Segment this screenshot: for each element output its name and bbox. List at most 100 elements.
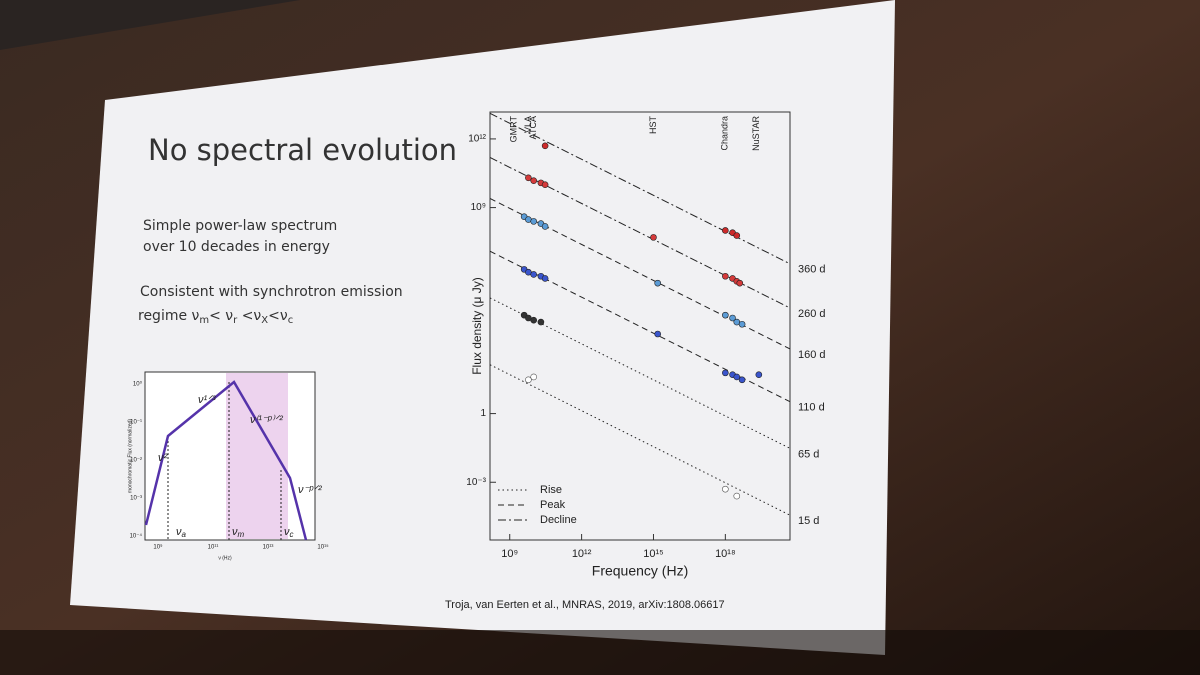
inset-y-tick: 10⁰ xyxy=(133,381,143,388)
inset-y-tick: 10⁻¹ xyxy=(130,420,142,426)
floor-shadow xyxy=(0,630,1200,675)
inset-x-tick: 10¹³ xyxy=(263,545,274,551)
data-point xyxy=(733,232,741,239)
epoch-label: 360 d xyxy=(798,264,826,276)
break-symbol: ν xyxy=(284,526,290,538)
legend-label: Peak xyxy=(540,499,566,511)
data-point xyxy=(541,275,549,282)
break-symbol: ν xyxy=(176,526,182,538)
data-point xyxy=(530,316,537,324)
slope-label: ν⁻ᵖᐟ² xyxy=(298,484,322,496)
instrument-label: HST xyxy=(648,115,658,134)
data-point xyxy=(736,279,744,287)
epoch-label: 65 d xyxy=(798,448,819,460)
inset-x-tick: 10¹⁵ xyxy=(317,544,329,551)
instrument-label: Chandra xyxy=(720,116,730,151)
y-tick-label: 10¹² xyxy=(468,134,486,145)
slope-label: ν⁽¹⁻ᵖ⁾ᐟ² xyxy=(250,414,283,426)
subscript: c xyxy=(288,315,294,326)
bullet: regime νm< νr <νX<νc xyxy=(138,308,293,326)
model-line xyxy=(490,364,790,516)
spectrum-line xyxy=(144,380,308,541)
inset-shade xyxy=(226,373,288,539)
data-point xyxy=(654,330,661,338)
x-tick-label: 10¹² xyxy=(572,548,592,560)
data-point xyxy=(530,218,537,225)
citation: Troja, van Eerten et al., MNRAS, 2019, a… xyxy=(445,599,725,611)
inset-y-tick: 10⁻³ xyxy=(130,496,142,502)
data-point xyxy=(722,311,729,319)
slope-label: ν¹ᐟ³ xyxy=(198,394,216,406)
inset-y-tick: 10⁻² xyxy=(130,458,142,464)
data-point xyxy=(755,371,763,378)
y-tick-label: 1 xyxy=(480,408,486,419)
model-line xyxy=(490,297,790,449)
text-run: regime ν xyxy=(138,308,200,324)
x-tick-label: 10¹⁸ xyxy=(715,548,736,560)
text-run: <ν xyxy=(268,308,288,324)
instrument-label: NuSTAR xyxy=(751,116,761,151)
legend-label: Decline xyxy=(540,514,577,526)
inset-y-tick: 10⁻⁴ xyxy=(130,533,143,540)
y-tick-label: 10⁻³ xyxy=(466,477,486,488)
ceiling xyxy=(0,0,300,50)
data-point xyxy=(530,271,537,278)
subscript: m xyxy=(238,530,245,539)
epoch-label: 260 d xyxy=(798,308,826,320)
data-point xyxy=(654,279,661,287)
data-point xyxy=(722,272,729,280)
data-point xyxy=(738,376,746,384)
text-run: < ν xyxy=(209,308,233,324)
x-tick-label: 10¹⁵ xyxy=(643,548,663,560)
data-point xyxy=(525,376,532,384)
data-point xyxy=(530,177,537,184)
inset-chart: monochromatic Flux (normalized) ν (Hz) 10⁰… xyxy=(127,371,329,561)
data-point xyxy=(537,318,545,326)
slope-label: ν² xyxy=(158,452,168,464)
subscript: r xyxy=(233,315,238,326)
epoch-label: 160 d xyxy=(798,349,826,361)
inset-x-tick: 10¹¹ xyxy=(208,545,219,551)
subscript: c xyxy=(290,530,294,539)
x-tick-label: 10⁹ xyxy=(501,548,518,560)
data-point xyxy=(650,234,657,241)
break-label: νc xyxy=(284,526,294,539)
inset-x-tick: 10⁹ xyxy=(153,544,163,551)
slide-title: No spectral evolution xyxy=(148,133,457,167)
model-line xyxy=(490,112,790,265)
data-point xyxy=(530,373,537,381)
subscript: X xyxy=(261,315,268,326)
inset-x-label: ν (Hz) xyxy=(218,555,232,561)
data-point xyxy=(722,485,729,493)
epoch-label: 110 d xyxy=(798,402,825,414)
plot-frame xyxy=(489,111,791,541)
data-point xyxy=(722,227,729,234)
subscript: m xyxy=(199,315,209,326)
epoch-label: 15 d xyxy=(798,515,819,527)
data-point xyxy=(729,314,736,322)
instrument-label: ATCA xyxy=(528,116,538,139)
instrument-label: GMRT xyxy=(508,116,518,143)
data-point xyxy=(541,223,549,230)
break-label: νa xyxy=(176,526,187,539)
plot-area xyxy=(490,112,790,516)
y-tick-label: 10⁹ xyxy=(471,202,486,213)
instrument-label: VLA xyxy=(523,116,533,133)
inset-y-label: monochromatic Flux (normalized) xyxy=(127,419,133,494)
text-run: <ν xyxy=(237,308,261,324)
data-point xyxy=(722,369,729,377)
data-point xyxy=(541,142,549,150)
bullet: over 10 decades in energy xyxy=(143,239,330,255)
data-point xyxy=(541,181,549,188)
legend-label: Rise xyxy=(540,484,562,496)
y-axis-label: Flux density (μ Jy) xyxy=(470,277,484,375)
subscript: a xyxy=(182,530,187,539)
data-point xyxy=(733,492,741,500)
data-point xyxy=(738,320,746,328)
data-point xyxy=(733,373,741,381)
bullet: Simple power-law spectrum xyxy=(143,218,337,234)
break-label: νm xyxy=(232,526,245,539)
data-point xyxy=(525,174,532,182)
